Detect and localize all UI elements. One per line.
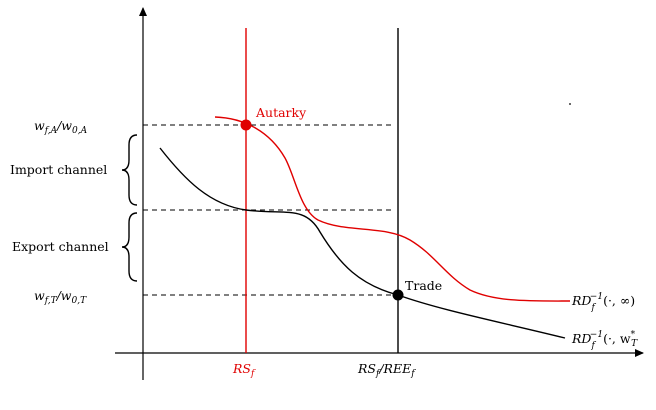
autarky-label: Autarky xyxy=(255,105,307,120)
import-channel-label: Import channel xyxy=(10,162,107,177)
trade-label: Trade xyxy=(405,278,442,293)
wage-trade-label: wf,T/w0,T xyxy=(34,288,87,306)
autarky-point xyxy=(240,119,252,131)
stray-dot xyxy=(569,103,571,105)
rs-axis-label: RSf xyxy=(232,361,256,379)
trade-point xyxy=(392,289,404,301)
rd-infinity-curve-label: RDf−1(·, ∞) xyxy=(571,292,635,313)
rs-ree-axis-label: RSf/REEf xyxy=(357,361,416,379)
export-channel-label: Export channel xyxy=(12,239,109,254)
rd-inverse-infinity-curve xyxy=(214,116,571,302)
import-channel-brace xyxy=(121,134,138,206)
wage-autarky-label: wf,A/w0,A xyxy=(34,118,88,136)
rd-trade-curve-label: RDf−1(·, w* T xyxy=(571,330,638,351)
rd-inverse-trade-curve xyxy=(159,147,566,339)
export-channel-brace xyxy=(121,212,138,282)
